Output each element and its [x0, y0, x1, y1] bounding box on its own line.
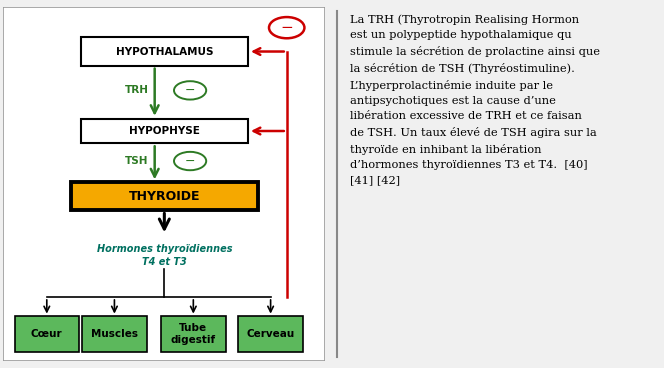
- Bar: [71, 182, 258, 210]
- Bar: [82, 316, 147, 352]
- Bar: [80, 118, 248, 144]
- Text: Tube
digestif: Tube digestif: [171, 323, 216, 345]
- Text: −: −: [185, 155, 195, 167]
- Text: TRH: TRH: [125, 85, 149, 95]
- Ellipse shape: [174, 152, 207, 170]
- Text: Cœur: Cœur: [31, 329, 62, 339]
- Ellipse shape: [269, 17, 304, 38]
- Text: Cerveau: Cerveau: [246, 329, 295, 339]
- Text: La TRH (Thyrotropin Realising Hormon
est un polypeptide hypothalamique qu
stimul: La TRH (Thyrotropin Realising Hormon est…: [350, 14, 600, 185]
- Text: Muscles: Muscles: [91, 329, 138, 339]
- Bar: [15, 316, 79, 352]
- Ellipse shape: [174, 81, 207, 100]
- Bar: [161, 316, 226, 352]
- Bar: [238, 316, 303, 352]
- Text: T4 et T3: T4 et T3: [142, 258, 187, 268]
- Text: HYPOTHALAMUS: HYPOTHALAMUS: [116, 46, 213, 57]
- Text: −: −: [185, 84, 195, 97]
- Text: HYPOPHYSE: HYPOPHYSE: [129, 126, 200, 136]
- Bar: [80, 38, 248, 66]
- Text: TSH: TSH: [125, 156, 149, 166]
- Text: Hormones thyroïdiennes: Hormones thyroïdiennes: [96, 244, 232, 254]
- Text: −: −: [280, 20, 293, 35]
- Text: THYROIDE: THYROIDE: [129, 190, 200, 203]
